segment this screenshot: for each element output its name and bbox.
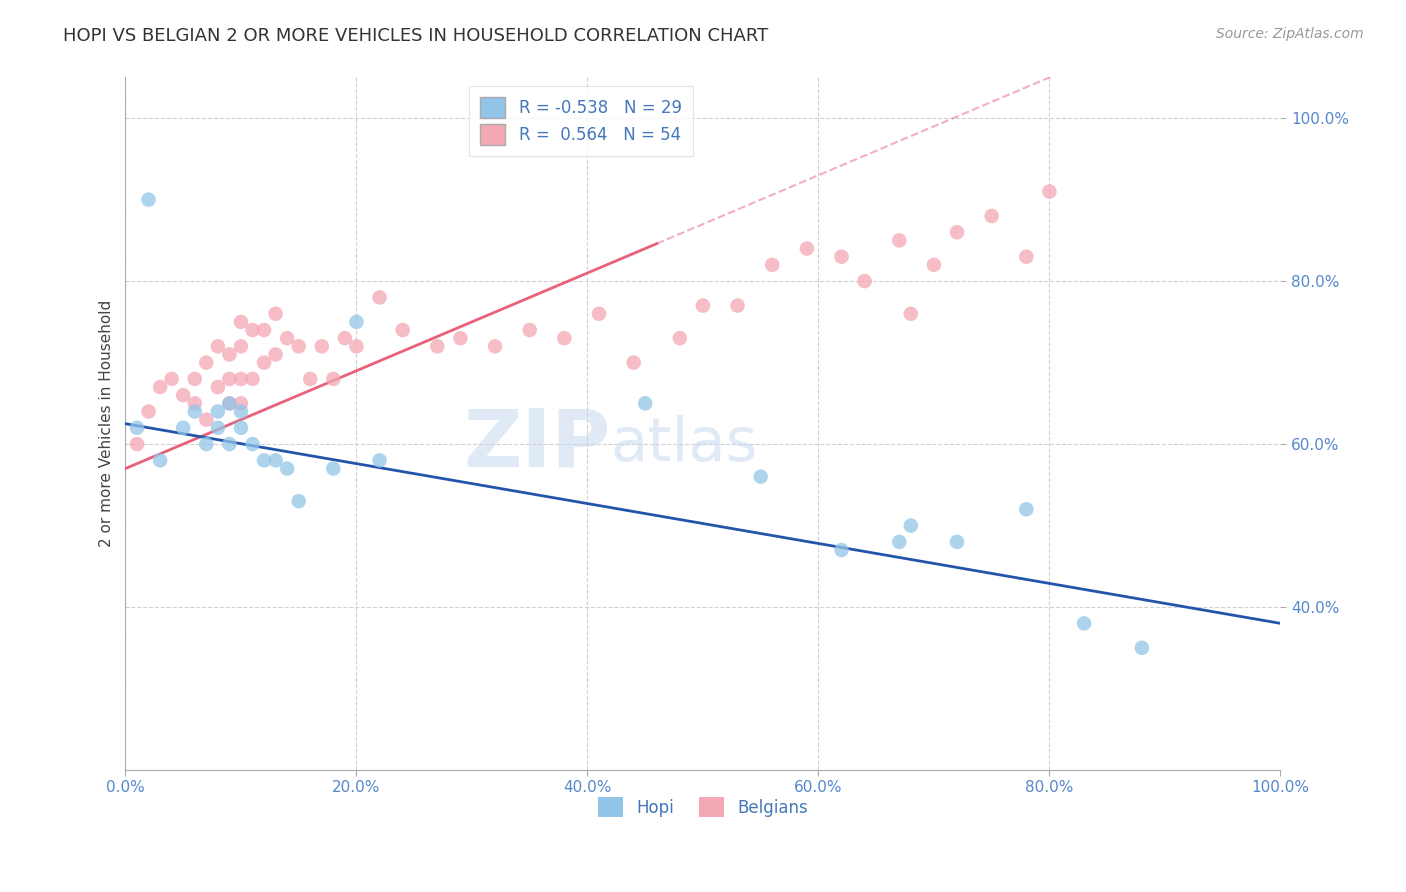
Point (761, 258, 783, 272)
Point (980, 209, 1002, 223)
Point (311, 339, 333, 353)
Point (669, 331, 692, 345)
Text: HOPI VS BELGIAN 2 OR MORE VEHICLES IN HOUSEHOLD CORRELATION CHART: HOPI VS BELGIAN 2 OR MORE VEHICLES IN HO… (63, 27, 769, 45)
Point (484, 339, 506, 353)
Point (922, 258, 945, 272)
Point (195, 356, 218, 370)
Point (1073, 616, 1095, 631)
Point (184, 372, 207, 386)
Point (229, 339, 252, 353)
Point (218, 396, 240, 410)
Point (264, 307, 287, 321)
Point (253, 323, 276, 337)
Point (1038, 185, 1060, 199)
Point (831, 250, 853, 264)
Point (184, 404, 207, 418)
Point (149, 453, 172, 467)
Point (229, 315, 252, 329)
Point (391, 323, 413, 337)
Point (299, 372, 322, 386)
Point (946, 225, 969, 239)
Point (242, 323, 264, 337)
Point (727, 299, 749, 313)
Point (449, 331, 471, 345)
Point (889, 534, 911, 549)
Point (900, 307, 922, 321)
Point (322, 372, 344, 386)
Point (287, 339, 309, 353)
Point (229, 421, 252, 435)
Point (692, 299, 714, 313)
Point (1130, 640, 1153, 655)
Text: Source: ZipAtlas.com: Source: ZipAtlas.com (1216, 27, 1364, 41)
Point (426, 339, 449, 353)
Point (218, 396, 240, 410)
Point (749, 469, 772, 483)
Text: atlas: atlas (610, 415, 758, 474)
Point (253, 356, 276, 370)
Point (276, 331, 298, 345)
Point (900, 518, 922, 533)
Point (172, 421, 194, 435)
Point (623, 356, 645, 370)
Point (1015, 502, 1038, 516)
Point (149, 380, 172, 394)
Point (207, 380, 229, 394)
Point (207, 404, 229, 418)
Point (368, 453, 391, 467)
Point (218, 347, 240, 361)
Point (242, 372, 264, 386)
Point (276, 461, 298, 475)
Point (138, 193, 160, 207)
Point (195, 412, 218, 426)
Point (346, 339, 368, 353)
Point (229, 372, 252, 386)
Point (519, 323, 541, 337)
Point (553, 331, 575, 345)
Point (207, 339, 229, 353)
Point (138, 404, 160, 418)
Point (264, 453, 287, 467)
Point (229, 396, 252, 410)
Point (172, 388, 194, 402)
Point (264, 347, 287, 361)
Point (207, 421, 229, 435)
Point (853, 274, 876, 288)
Point (588, 307, 610, 321)
Point (125, 421, 148, 435)
Point (1015, 250, 1038, 264)
Point (218, 437, 240, 451)
Point (184, 396, 207, 410)
Point (229, 404, 252, 418)
Point (322, 461, 344, 475)
Point (889, 234, 911, 248)
Point (287, 494, 309, 508)
Point (333, 331, 356, 345)
Point (634, 396, 657, 410)
Y-axis label: 2 or more Vehicles in Household: 2 or more Vehicles in Household (100, 300, 114, 548)
Point (796, 242, 818, 256)
Point (253, 453, 276, 467)
Point (218, 372, 240, 386)
Point (242, 437, 264, 451)
Point (368, 290, 391, 304)
Point (195, 437, 218, 451)
Point (160, 372, 183, 386)
Point (346, 315, 368, 329)
Point (831, 543, 853, 558)
Point (125, 437, 148, 451)
Point (946, 534, 969, 549)
Text: ZIP: ZIP (464, 406, 610, 483)
Legend: Hopi, Belgians: Hopi, Belgians (591, 790, 814, 824)
